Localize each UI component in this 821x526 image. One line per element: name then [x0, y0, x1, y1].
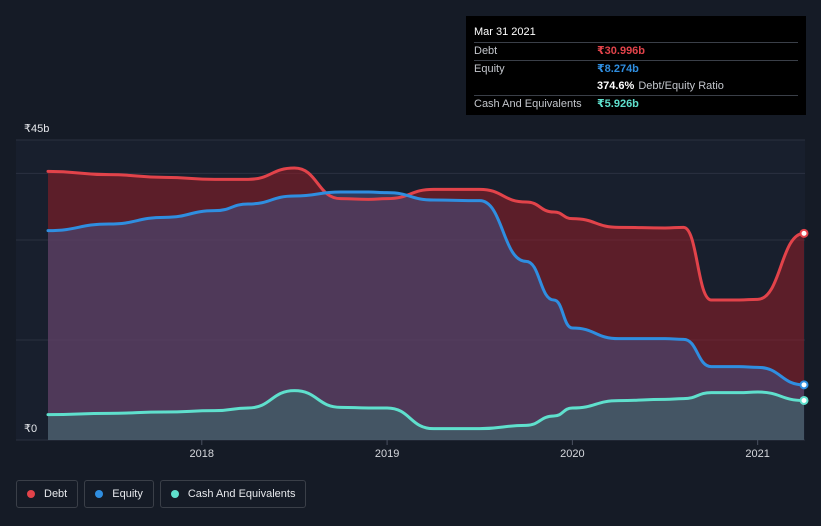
x-tick-label: 2020: [560, 448, 584, 460]
y-axis-top-label: ₹45b: [24, 123, 49, 135]
series-areas: [48, 168, 804, 440]
legend-item-cash[interactable]: Cash And Equivalents: [159, 480, 307, 508]
cash-dot-icon: [170, 490, 179, 498]
data-tooltip: Mar 31 2021 Debt ₹30.996b Equity ₹8.274b…: [466, 16, 806, 115]
equity-area: [48, 192, 804, 440]
series-lines: [46, 166, 806, 431]
tooltip-cash-value: ₹5.926b: [597, 98, 639, 110]
x-tick-label: 2021: [745, 448, 769, 460]
equity-dot-icon: [95, 490, 104, 498]
equity-line: [46, 190, 806, 387]
tooltip-row-ratio: 374.6% Debt/Equity Ratio: [474, 78, 798, 95]
legend-cash-label: Cash And Equivalents: [187, 488, 296, 500]
tooltip-equity-label: Equity: [474, 63, 505, 75]
legend-debt-label: Debt: [44, 488, 68, 500]
equity-end-point: [799, 380, 809, 390]
chart-legend: Debt Equity Cash And Equivalents: [16, 480, 307, 508]
tooltip-date: Mar 31 2021: [474, 26, 536, 38]
y-axis-bottom-label: ₹0: [24, 423, 37, 435]
series-end-markers: [799, 228, 809, 405]
tooltip-row-debt: Debt ₹30.996b: [474, 42, 798, 60]
x-axis-ticks: 2018 2019 2020 2021: [190, 440, 770, 460]
x-tick-label: 2019: [375, 448, 399, 460]
cash-and-equivalents-end-point: [799, 395, 809, 405]
debt-end-point: [799, 228, 809, 238]
debt-dot-icon: [27, 490, 35, 498]
debt-line: [46, 166, 806, 302]
cash-and-equivalents-area: [48, 390, 804, 440]
tooltip-equity-value: ₹8.274b: [597, 63, 639, 75]
tooltip-row-equity: Equity ₹8.274b: [474, 60, 798, 78]
tooltip-debt-label: Debt: [474, 45, 498, 57]
tooltip-ratio-label: Debt/Equity Ratio: [638, 80, 724, 92]
tooltip-cash-label: Cash And Equivalents: [474, 98, 582, 110]
tooltip-ratio-value: 374.6%: [597, 80, 635, 92]
cash-and-equivalents-line: [46, 389, 806, 431]
tooltip-row-cash: Cash And Equivalents ₹5.926b: [474, 95, 798, 113]
x-tick-label: 2018: [190, 448, 214, 460]
tooltip-debt-value: ₹30.996b: [597, 45, 646, 57]
legend-item-equity[interactable]: Equity: [84, 480, 154, 508]
legend-equity-label: Equity: [112, 488, 143, 500]
legend-item-debt[interactable]: Debt: [16, 480, 79, 508]
